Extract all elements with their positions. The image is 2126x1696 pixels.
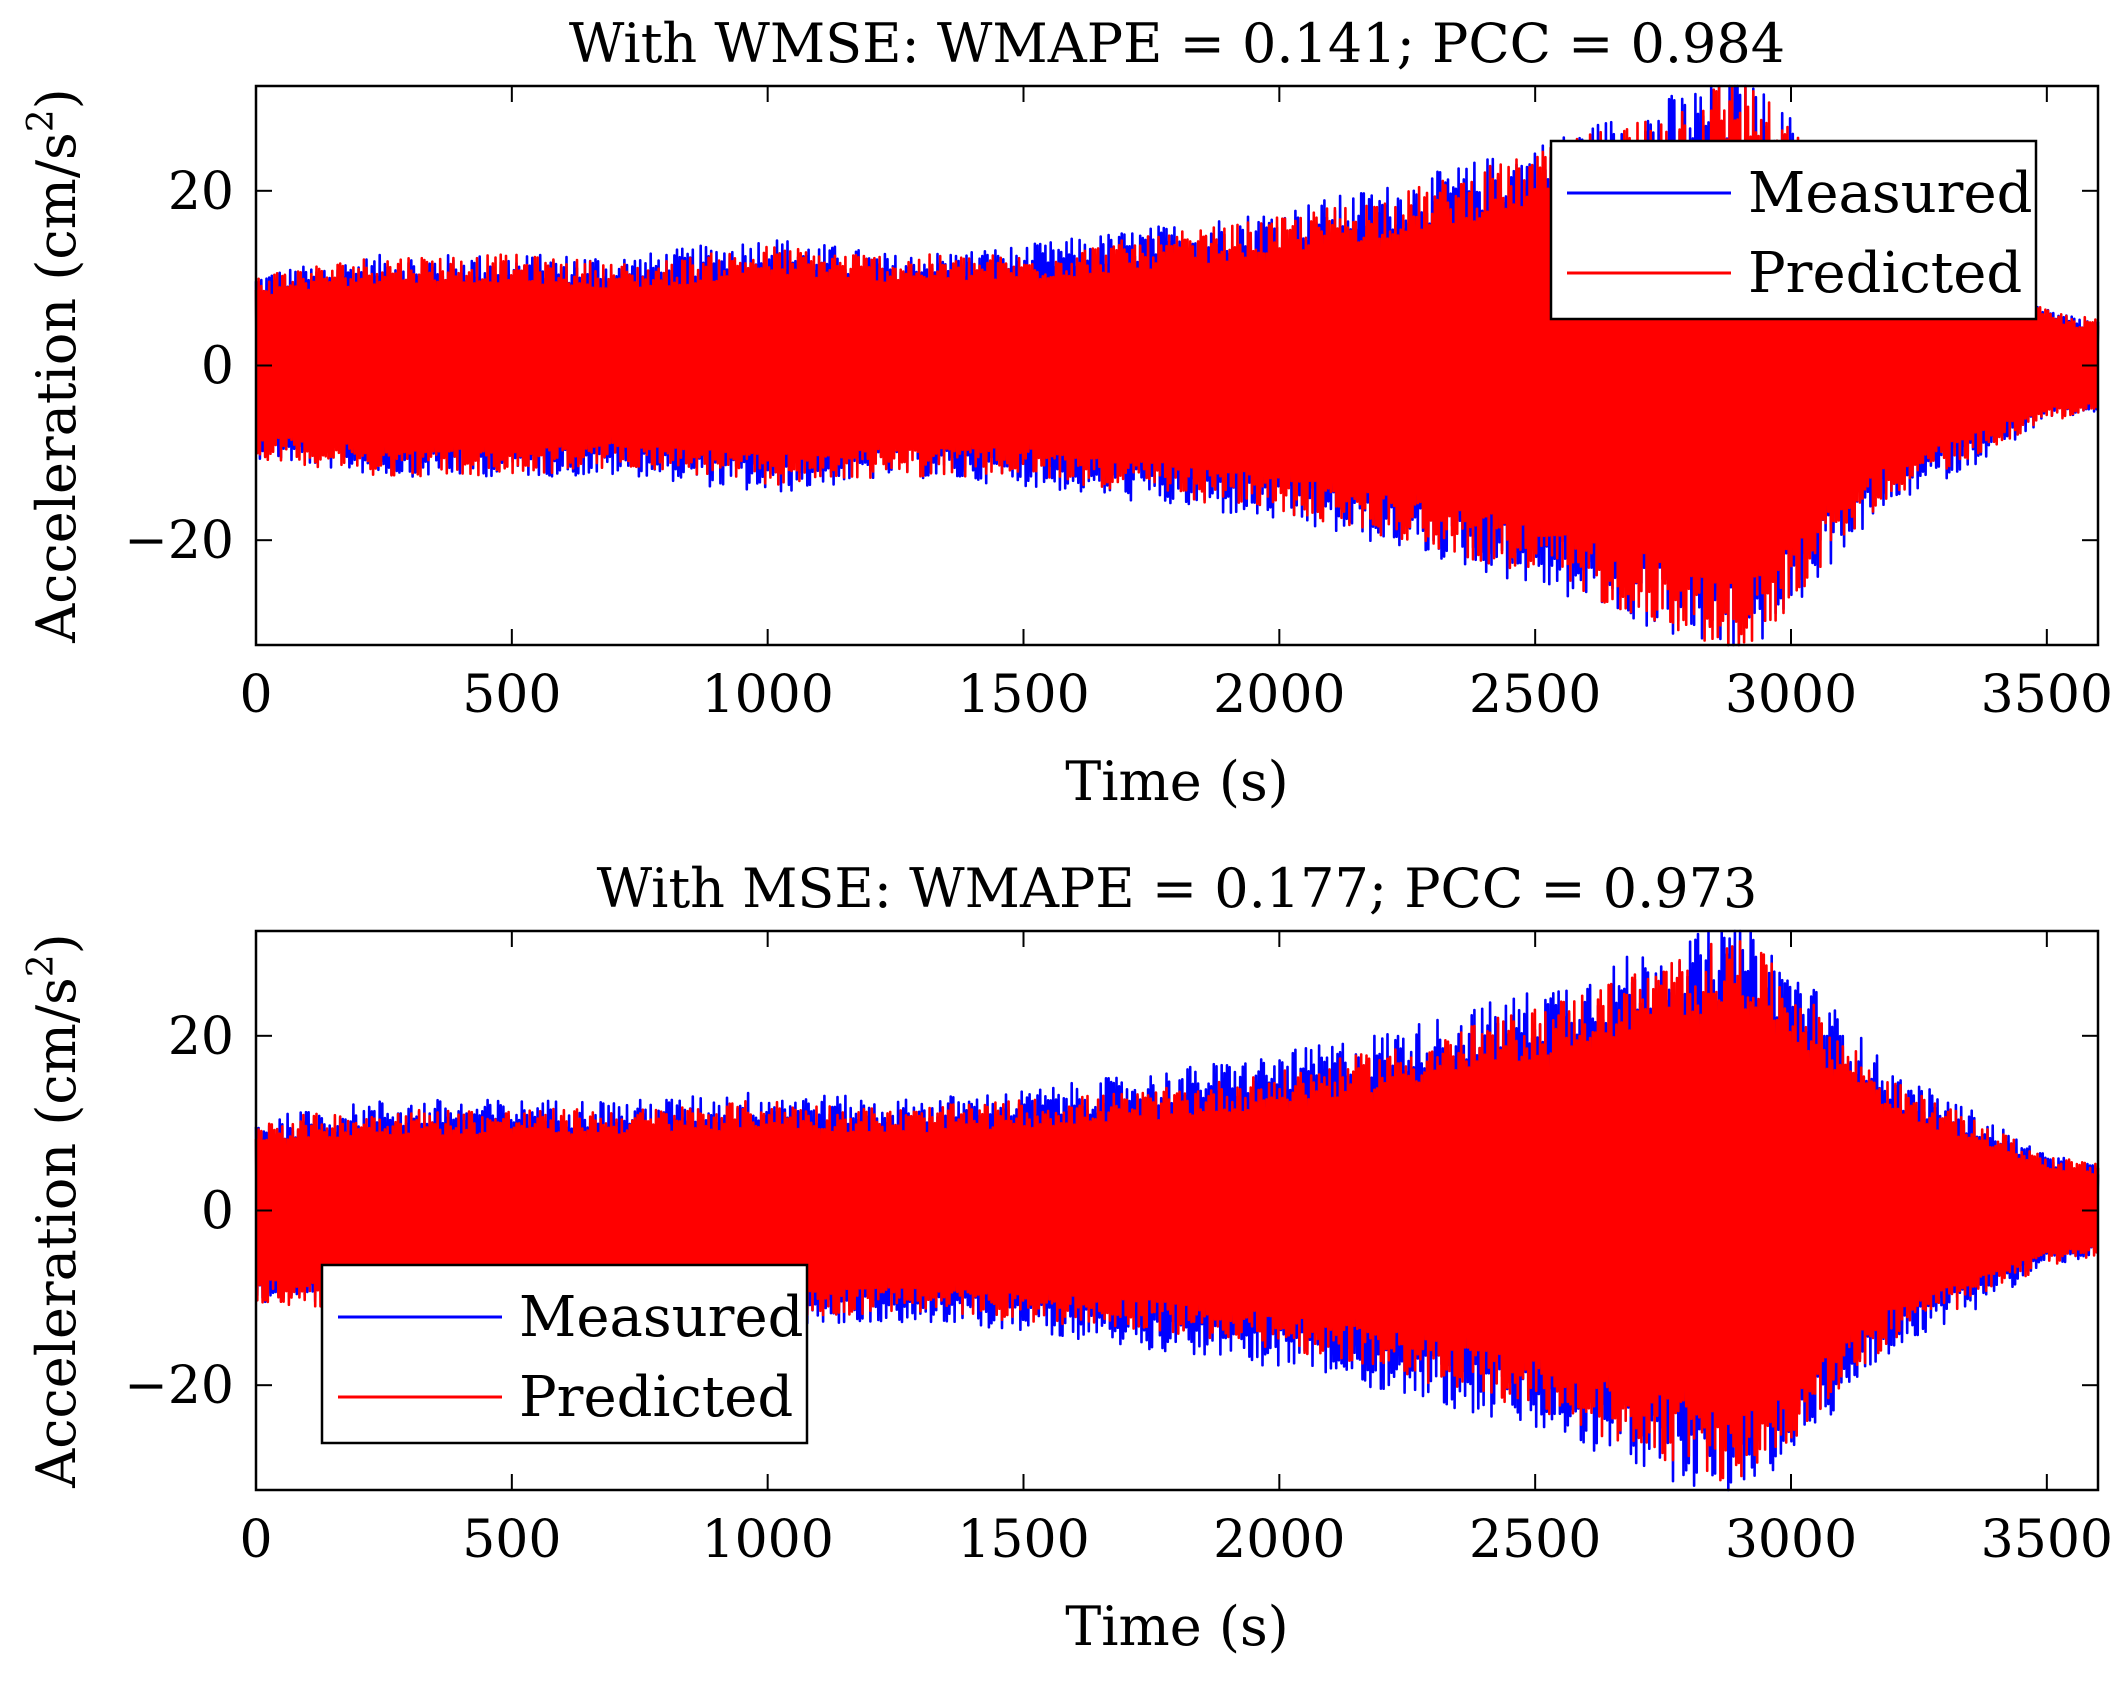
x-axis-label: Time (s)	[1065, 750, 1288, 813]
x-tick-label: 1000	[701, 1510, 833, 1570]
x-tick-label: 1500	[957, 665, 1089, 725]
y-tick-label: −20	[124, 1356, 234, 1416]
y-axis-label-close: )	[25, 933, 88, 954]
y-axis-label: Acceleration (cm/s2)	[21, 88, 88, 644]
y-tick-label: −20	[124, 511, 234, 571]
chart-title: With MSE: WMAPE = 0.177; PCC = 0.973	[597, 857, 1758, 920]
legend-label-measured: Measured	[1748, 161, 2032, 226]
legend-label-predicted: Predicted	[519, 1365, 793, 1430]
y-axis-label-main: Acceleration (cm/s	[25, 977, 88, 1489]
x-tick-label: 500	[462, 1510, 561, 1570]
x-tick-label: 3500	[1981, 665, 2113, 725]
series-line-predicted	[254, 85, 2100, 647]
legend-box	[1549, 139, 2038, 321]
y-axis-label: Acceleration (cm/s2)	[21, 933, 88, 1489]
x-tick-label: 2000	[1213, 1510, 1345, 1570]
legend-box	[320, 1263, 809, 1445]
x-tick-label: 0	[239, 1510, 272, 1570]
x-tick-label: 500	[462, 665, 561, 725]
x-tick-label: 3000	[1725, 1510, 1857, 1570]
x-tick-label: 1500	[957, 1510, 1089, 1570]
series-line-predicted	[254, 940, 2100, 1482]
legend-label-measured: Measured	[519, 1285, 803, 1350]
x-tick-label: 1000	[701, 665, 833, 725]
x-tick-label: 2500	[1469, 665, 1601, 725]
y-axis-label-close: )	[25, 88, 88, 109]
x-axis-label: Time (s)	[1065, 1595, 1288, 1658]
y-tick-label: 0	[201, 337, 234, 397]
y-axis-label-sup: 2	[21, 954, 62, 977]
y-tick-label: 20	[168, 162, 234, 222]
x-tick-label: 3500	[1981, 1510, 2113, 1570]
x-tick-label: 3000	[1725, 665, 1857, 725]
y-axis-label-main: Acceleration (cm/s	[25, 132, 88, 644]
legend-label-predicted: Predicted	[1748, 241, 2022, 306]
x-tick-label: 2500	[1469, 1510, 1601, 1570]
x-tick-label: 0	[239, 665, 272, 725]
y-axis-label-sup: 2	[21, 109, 62, 132]
chart-title: With WMSE: WMAPE = 0.141; PCC = 0.984	[569, 12, 1785, 75]
y-tick-label: 20	[168, 1007, 234, 1067]
x-tick-label: 2000	[1213, 665, 1345, 725]
y-tick-label: 0	[201, 1182, 234, 1242]
